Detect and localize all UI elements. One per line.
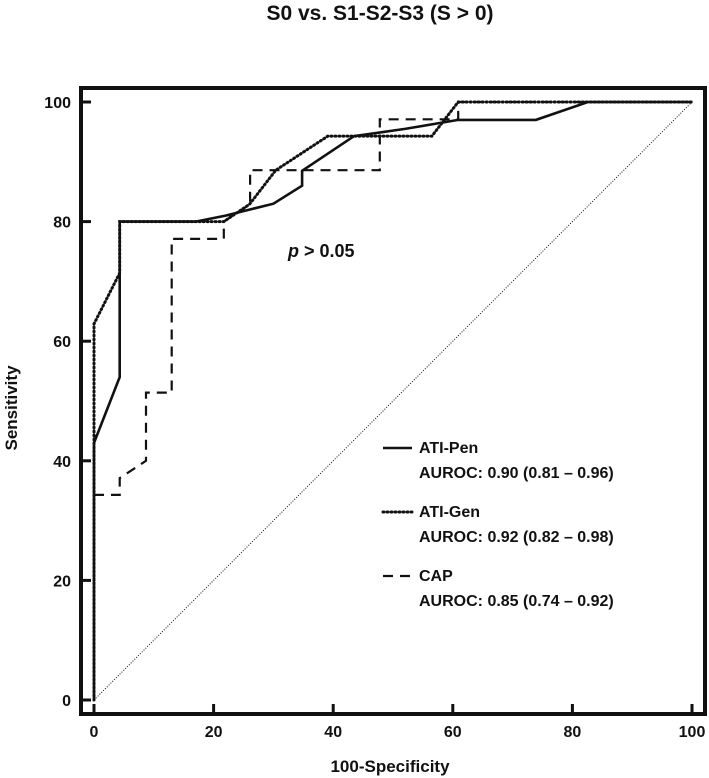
legend-auroc: AUROC: 0.92 (0.82 – 0.98) xyxy=(419,529,614,546)
legend-label: CAP xyxy=(419,568,453,585)
legend-label: ATI-Gen xyxy=(419,504,480,521)
legend-auroc: AUROC: 0.85 (0.74 – 0.92) xyxy=(419,593,614,610)
series-layer xyxy=(92,100,694,702)
y-tick-label: 40 xyxy=(53,454,71,471)
legend-auroc: AUROC: 0.90 (0.81 – 0.96) xyxy=(419,465,614,482)
y-tick-label: 80 xyxy=(53,215,71,232)
series-line-ati-pen xyxy=(92,100,692,700)
series-line-ati-gen xyxy=(92,100,694,702)
series-line-cap xyxy=(94,100,692,496)
plot-frame xyxy=(79,86,707,716)
legend-label: ATI-Pen xyxy=(419,440,478,457)
y-tick-label: 60 xyxy=(53,334,71,351)
x-tick-label: 80 xyxy=(564,724,582,741)
y-axis-label: Sensitivity xyxy=(2,365,21,451)
series-line-reference-diagonal xyxy=(93,101,693,701)
y-tick-label: 0 xyxy=(62,693,71,710)
p-value-text: > 0.05 xyxy=(299,241,355,261)
p-value-symbol: p xyxy=(287,241,299,261)
x-axis-ticks: 0 20 40 60 80 100 xyxy=(90,704,706,741)
chart-title: S0 vs. S1-S2-S3 (S > 0) xyxy=(266,2,493,25)
x-tick-label: 60 xyxy=(444,724,462,741)
legend: ATI-Pen AUROC: 0.90 (0.81 – 0.96) ATI-Gen A… xyxy=(381,440,614,610)
p-value-annotation: p > 0.05 xyxy=(287,241,355,261)
y-tick-label: 100 xyxy=(44,95,71,112)
x-tick-label: 20 xyxy=(205,724,223,741)
x-tick-label: 100 xyxy=(679,724,706,741)
x-tick-label: 40 xyxy=(324,724,342,741)
y-axis-ticks: 0 20 40 60 80 100 xyxy=(44,95,91,710)
y-tick-label: 20 xyxy=(53,573,71,590)
x-tick-label: 0 xyxy=(90,724,99,741)
x-axis-label: 100-Specificity xyxy=(330,757,450,776)
